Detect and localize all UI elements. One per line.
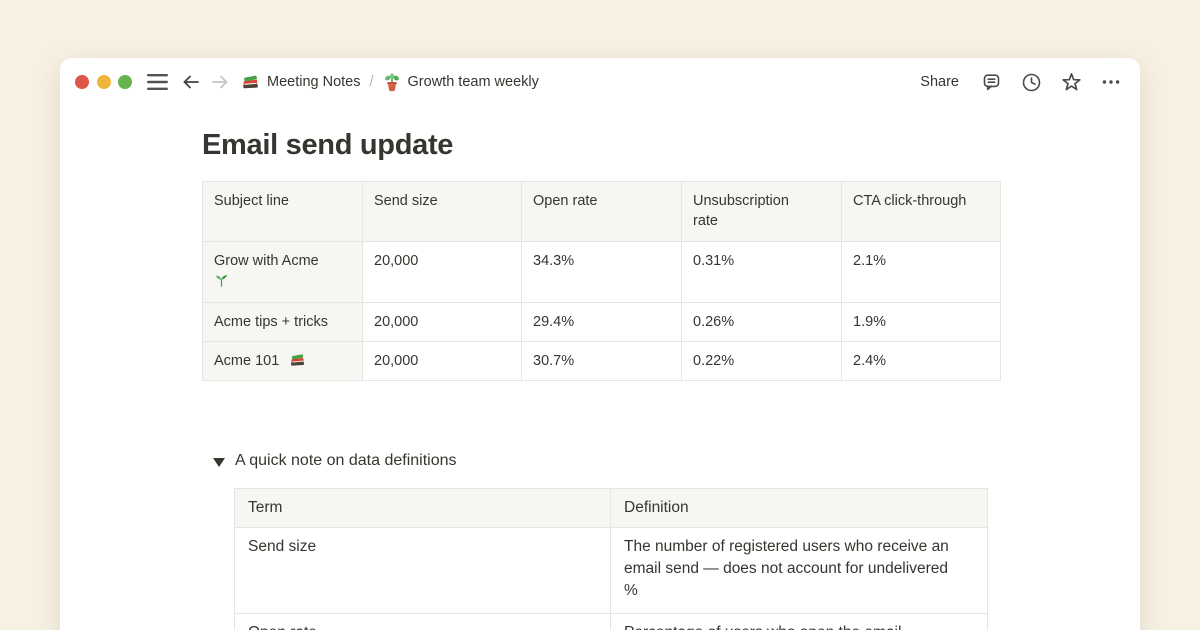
cell-cta[interactable]: 2.4%	[841, 341, 1001, 381]
zoom-button[interactable]	[118, 75, 132, 89]
header-subject-line[interactable]: Subject line	[202, 181, 363, 242]
triangle-down-icon[interactable]	[213, 457, 225, 467]
more-ellipsis-icon[interactable]	[1101, 72, 1121, 92]
table-row: Acme tips + tricks 20,000 29.4% 0.26% 1.…	[202, 302, 1001, 342]
header-open-rate[interactable]: Open rate	[521, 181, 682, 242]
window-topbar: Meeting Notes / Growth team weekly Share	[60, 58, 1140, 106]
header-definition[interactable]: Definition	[610, 488, 988, 528]
breadcrumb-item-meeting-notes[interactable]: Meeting Notes	[267, 74, 361, 90]
topbar-actions: Share	[920, 72, 1121, 93]
cell-subject[interactable]: Acme 101	[202, 341, 363, 381]
cell-open-rate[interactable]: 29.4%	[521, 302, 682, 342]
back-arrow-icon[interactable]	[181, 72, 201, 92]
favorite-star-icon[interactable]	[1061, 72, 1082, 93]
update-history-clock-icon[interactable]	[1021, 72, 1042, 93]
books-emoji-icon	[241, 73, 260, 91]
cell-unsub-rate[interactable]: 0.26%	[681, 302, 842, 342]
breadcrumb-separator: /	[369, 74, 374, 90]
hamburger-menu-icon[interactable]	[147, 73, 168, 91]
table-header-row: Subject line Send size Open rate Unsubsc…	[202, 181, 1001, 242]
toggle-label: A quick note on data definitions	[235, 452, 457, 469]
cell-term[interactable]: Open rate	[234, 613, 611, 630]
cell-send-size[interactable]: 20,000	[362, 241, 522, 303]
cell-subject[interactable]: Acme tips + tricks	[202, 302, 363, 342]
table-row: Grow with Acme 20,000 34.3% 0.31% 2.1%	[202, 241, 1001, 303]
table-row: Send size The number of registered users…	[234, 527, 988, 614]
breadcrumb: Meeting Notes / Growth team weekly	[241, 72, 539, 92]
header-unsubscription-rate[interactable]: Unsubscription rate	[681, 181, 842, 242]
page-title[interactable]: Email send update	[202, 129, 454, 161]
window-controls	[75, 75, 132, 89]
header-send-size[interactable]: Send size	[362, 181, 522, 242]
cell-unsub-rate[interactable]: 0.31%	[681, 241, 842, 303]
cell-definition[interactable]: Percentage of users who open the email	[610, 613, 988, 630]
cell-subject[interactable]: Grow with Acme	[202, 241, 363, 303]
cell-send-size[interactable]: 20,000	[362, 302, 522, 342]
close-button[interactable]	[75, 75, 89, 89]
cell-definition[interactable]: The number of registered users who recei…	[610, 527, 988, 614]
email-stats-table: Subject line Send size Open rate Unsubsc…	[202, 181, 1001, 381]
cell-open-rate[interactable]: 34.3%	[521, 241, 682, 303]
table-header-row: Term Definition	[234, 488, 988, 528]
breadcrumb-item-growth-team-weekly[interactable]: Growth team weekly	[407, 74, 539, 90]
cell-cta[interactable]: 1.9%	[841, 302, 1001, 342]
cell-send-size[interactable]: 20,000	[362, 341, 522, 381]
seedling-emoji-icon	[214, 273, 351, 289]
potted-plant-emoji-icon	[383, 72, 401, 92]
toggle-data-definitions[interactable]: A quick note on data definitions	[210, 448, 457, 474]
minimize-button[interactable]	[96, 75, 111, 89]
share-button[interactable]: Share	[920, 74, 959, 90]
header-cta-click-through[interactable]: CTA click-through	[841, 181, 1001, 242]
app-window: Meeting Notes / Growth team weekly Share	[60, 58, 1140, 630]
books-emoji-icon	[289, 352, 306, 368]
forward-arrow-icon[interactable]	[210, 72, 230, 92]
cell-cta[interactable]: 2.1%	[841, 241, 1001, 303]
comment-bubble-icon[interactable]	[981, 72, 1002, 92]
header-term[interactable]: Term	[234, 488, 611, 528]
table-row: Acme 101 20,000 30.7% 0.22% 2.4%	[202, 341, 1001, 381]
definitions-table: Term Definition Send size The number of …	[234, 488, 988, 630]
cell-term[interactable]: Send size	[234, 527, 611, 614]
table-row: Open rate Percentage of users who open t…	[234, 613, 988, 630]
cell-unsub-rate[interactable]: 0.22%	[681, 341, 842, 381]
cell-open-rate[interactable]: 30.7%	[521, 341, 682, 381]
